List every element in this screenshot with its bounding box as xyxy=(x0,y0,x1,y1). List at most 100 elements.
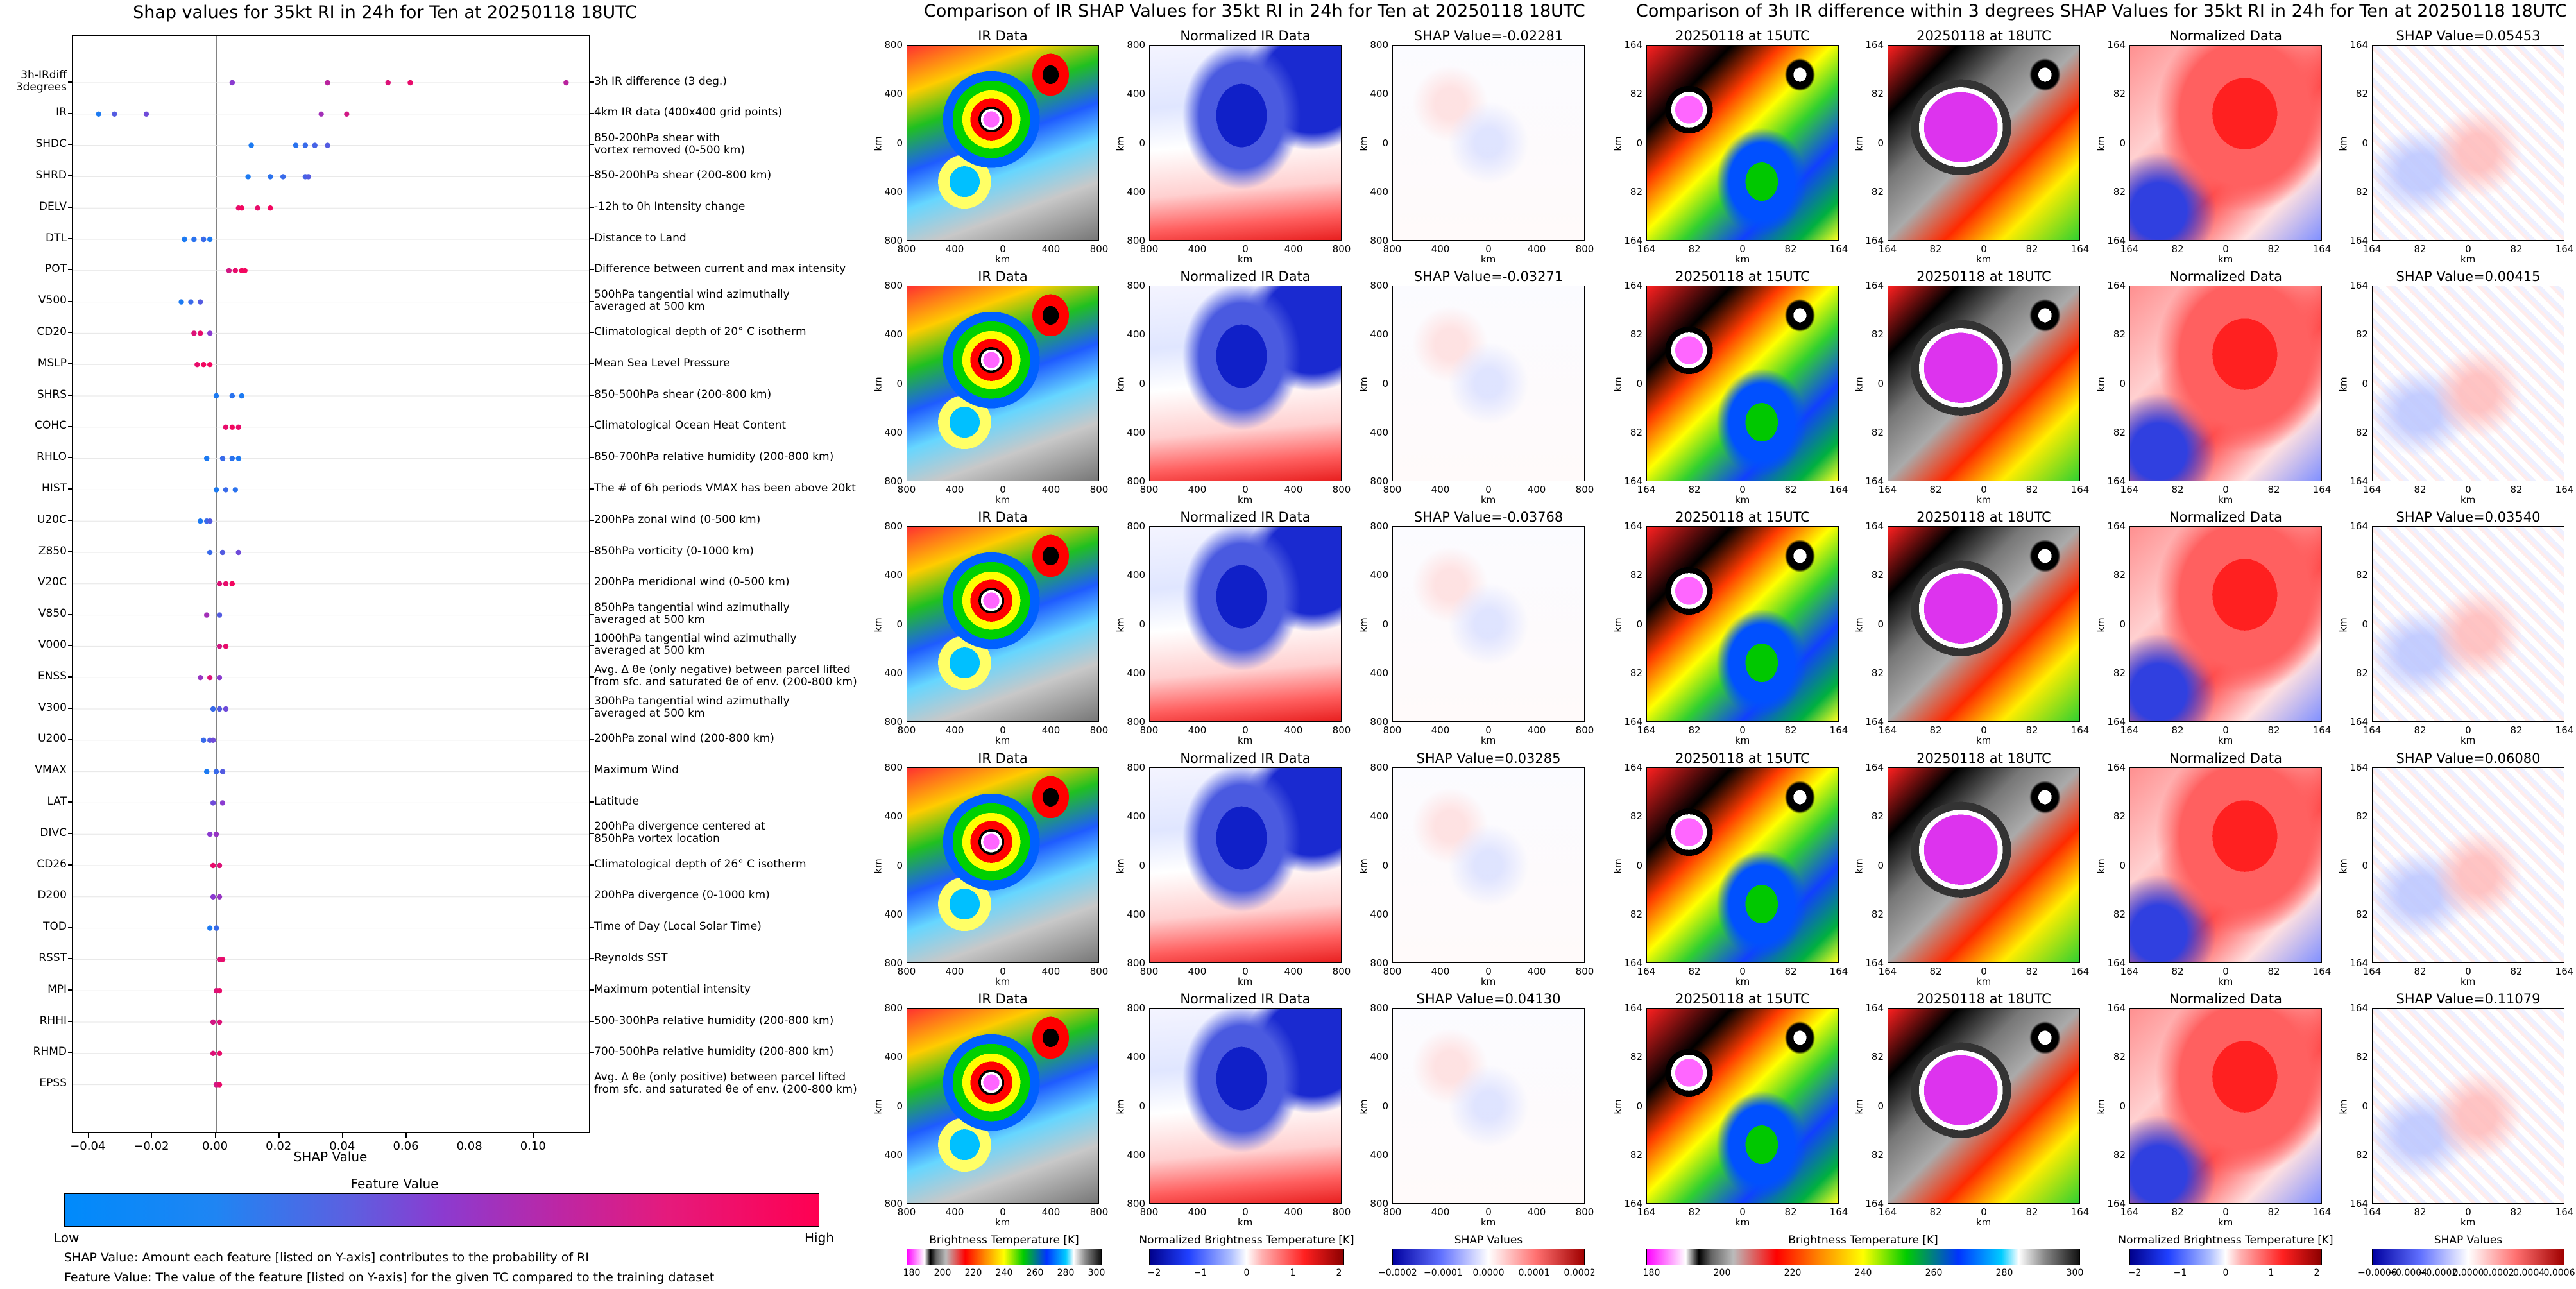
y-tick-label: 0 xyxy=(2362,1100,2368,1112)
right-tick-mark xyxy=(590,864,594,866)
feature-value-caption: Feature Value: The value of the feature … xyxy=(64,1270,715,1285)
panel-image xyxy=(2129,526,2322,722)
x-axis-unit: km xyxy=(1481,976,1496,987)
colorbar-tick-label: 300 xyxy=(2066,1268,2084,1278)
y-tick-label: 164 xyxy=(2350,762,2368,773)
y-tick-label: 400 xyxy=(1370,1148,1388,1161)
y-axis-unit: km xyxy=(2095,376,2107,392)
x-tick-label: 400 xyxy=(1431,724,1450,736)
panel-title: Normalized Data xyxy=(2169,751,2282,766)
x-tick-label: 0.08 xyxy=(456,1140,482,1153)
panel-image xyxy=(1392,45,1585,241)
x-tick-label: 800 xyxy=(897,966,916,977)
colorbar-tick-label: −1 xyxy=(1193,1268,1207,1278)
x-tick-mark xyxy=(87,1133,89,1138)
x-tick-label: 800 xyxy=(1575,1206,1594,1218)
y-tick-label: 400 xyxy=(1127,1148,1145,1161)
shap-point xyxy=(268,174,273,180)
x-tick-label: 800 xyxy=(1139,484,1159,495)
shap-point xyxy=(207,330,213,336)
feature-value-low-label: Low xyxy=(54,1230,80,1245)
y-tick-label: 800 xyxy=(884,1198,903,1209)
colorbar-tick-label: 220 xyxy=(964,1268,982,1278)
y-tick-label: 0 xyxy=(2362,377,2368,389)
shap-point xyxy=(210,706,216,712)
x-tick-label: 82 xyxy=(2414,484,2427,495)
feature-description-label: 3h IR difference (3 deg.) xyxy=(594,74,727,88)
shap-point xyxy=(242,268,248,273)
y-tick-label: 400 xyxy=(1370,908,1388,920)
x-axis-unit: km xyxy=(1481,494,1496,506)
panel-image xyxy=(1392,526,1585,722)
y-tick-label: 164 xyxy=(1624,716,1642,728)
feature-description-label: Avg. Δ θe (only positive) between parcel… xyxy=(594,1070,857,1096)
shap-point xyxy=(182,236,187,243)
y-tick-label: 400 xyxy=(1370,1051,1388,1063)
y-tick-label: 82 xyxy=(1630,329,1642,341)
y-tick-label: 82 xyxy=(2113,667,2126,679)
x-tick-label: 164 xyxy=(2555,484,2574,495)
y-tick-label: 164 xyxy=(2107,716,2126,728)
panel-title: SHAP Value=-0.02281 xyxy=(1413,28,1564,44)
x-tick-label: 800 xyxy=(1139,243,1159,255)
x-tick-label: 82 xyxy=(2414,243,2427,255)
x-tick-label: 164 xyxy=(2120,724,2139,736)
x-tick-label: 164 xyxy=(2312,1206,2332,1218)
shap-point xyxy=(223,706,229,712)
y-tick-label: 800 xyxy=(1370,716,1388,728)
x-axis-unit: km xyxy=(1481,735,1496,746)
right-tick-mark xyxy=(590,144,594,146)
shap-point xyxy=(232,268,239,273)
y-tick-label: 400 xyxy=(1127,329,1145,341)
y-tick-label: 0 xyxy=(2119,377,2126,389)
colorbar-tick-label: −0.0002 xyxy=(1378,1268,1417,1278)
shap-point xyxy=(293,142,299,148)
x-tick-label: 800 xyxy=(1332,243,1351,255)
feature-description-label: Reynolds SST xyxy=(594,951,668,964)
y-tick-label: 400 xyxy=(1370,88,1388,100)
y-tick-mark xyxy=(68,175,72,176)
right-tick-mark xyxy=(590,269,594,271)
shap-point xyxy=(239,205,244,211)
feature-code-label: RSST xyxy=(38,951,67,964)
feature-description-label: Climatological Ocean Heat Content xyxy=(594,419,787,432)
feature-code-label: DTL xyxy=(46,231,67,244)
x-tick-label: 164 xyxy=(2120,966,2139,977)
shap-point xyxy=(216,612,223,618)
y-tick-label: 82 xyxy=(2355,1051,2368,1063)
y-axis-unit: km xyxy=(1853,1098,1865,1114)
x-tick-label: 164 xyxy=(2070,966,2090,977)
x-tick-label: 0.10 xyxy=(520,1140,546,1153)
x-tick-label: 164 xyxy=(1637,724,1656,736)
ir-shap-comparison-title: Comparison of IR SHAP Values for 35kt RI… xyxy=(924,1,1585,21)
panel-title: Normalized Data xyxy=(2169,991,2282,1007)
x-tick-label: 400 xyxy=(1527,484,1546,495)
x-tick-label: 400 xyxy=(1188,243,1207,255)
panel-image xyxy=(1646,1008,1839,1204)
x-tick-label: 164 xyxy=(1878,1206,1897,1218)
y-axis-unit: km xyxy=(1358,376,1370,392)
x-tick-label: 400 xyxy=(1188,966,1207,977)
x-tick-label: 800 xyxy=(1575,724,1594,736)
y-tick-label: 0 xyxy=(1382,377,1388,389)
y-tick-mark xyxy=(68,395,72,396)
right-tick-mark xyxy=(590,207,594,208)
panel-title: 20250118 at 18UTC xyxy=(1916,509,2051,525)
shap-point xyxy=(198,675,203,681)
y-tick-label: 800 xyxy=(1370,520,1388,532)
y-tick-label: 164 xyxy=(1624,520,1642,532)
x-tick-label: 0 xyxy=(1739,484,1746,495)
y-axis-unit: km xyxy=(1612,1098,1624,1114)
x-tick-label: 0 xyxy=(1981,966,1987,977)
y-axis-unit: km xyxy=(2337,617,2350,633)
feature-description-label: Time of Day (Local Solar Time) xyxy=(594,920,762,934)
feature-code-label: 3h-IRdiff 3degrees xyxy=(15,69,67,94)
y-tick-label: 400 xyxy=(884,1051,903,1063)
panel-image xyxy=(2129,767,2322,963)
y-tick-label: 164 xyxy=(2350,39,2368,51)
y-tick-label: 400 xyxy=(884,426,903,438)
shap-point xyxy=(216,894,223,900)
right-tick-mark xyxy=(590,81,594,83)
x-tick-label: 0 xyxy=(1739,724,1746,736)
colorbar-title: SHAP Values xyxy=(2434,1234,2503,1247)
